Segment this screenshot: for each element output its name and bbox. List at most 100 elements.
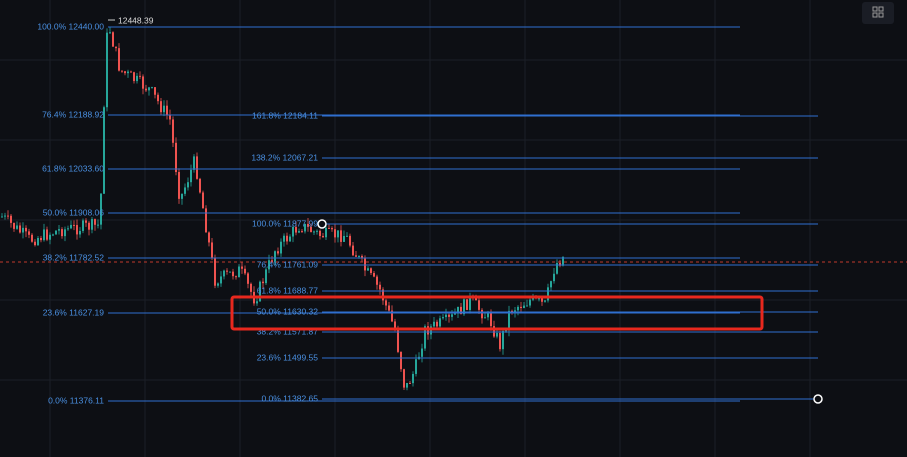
candle-body [22, 227, 24, 233]
fib-label: 161.8% 12184.11 [252, 110, 318, 120]
candle-body [190, 169, 192, 183]
candle-body [19, 225, 21, 233]
candle-body [223, 270, 225, 277]
candle-body [76, 225, 78, 235]
fib-label: 23.6% 11627.19 [43, 307, 105, 317]
candle-body [376, 276, 378, 285]
candle-body [373, 273, 375, 277]
candle-body [322, 235, 324, 238]
candle-body [52, 234, 54, 236]
candle-body [340, 230, 342, 242]
candle-body [124, 71, 126, 74]
candle-body [97, 224, 99, 226]
candle-body [436, 321, 438, 327]
candle-body [406, 382, 408, 388]
fib-label: 138.2% 12067.21 [251, 152, 318, 162]
candle-body [67, 228, 69, 230]
candle-body [184, 187, 186, 194]
candle-body [544, 300, 546, 302]
candle-body [145, 88, 147, 91]
candle-body [487, 312, 489, 318]
candle-body [73, 224, 75, 226]
candle-body [88, 222, 90, 230]
candle-body [331, 228, 333, 230]
candle-body [478, 300, 480, 310]
candle-body [40, 237, 42, 241]
candle-body [202, 192, 204, 209]
candle-body [211, 242, 213, 259]
candle-body [121, 70, 123, 72]
fib-label: 23.6% 11499.55 [257, 352, 319, 362]
candle-body [109, 32, 111, 34]
candle-body [115, 46, 117, 49]
candle-body [400, 351, 402, 370]
candle-body [130, 71, 132, 73]
candle-body [301, 231, 303, 233]
candle-body [37, 237, 39, 246]
candle-body [34, 241, 36, 246]
candle-body [244, 268, 246, 274]
candle-body [205, 208, 207, 233]
candle-body [220, 276, 222, 284]
candle-body [31, 234, 33, 242]
candle-body [496, 332, 498, 337]
candle-body [316, 230, 318, 232]
candle-body [382, 289, 384, 301]
candle-body [112, 32, 114, 47]
candle-body [229, 271, 231, 273]
candle-body [409, 382, 411, 384]
candle-body [238, 266, 240, 278]
candle-body [28, 231, 30, 235]
candle-body [250, 283, 252, 292]
candle-body [334, 229, 336, 238]
fib-label: 100.0% 12440.00 [37, 21, 104, 31]
candle-body [295, 226, 297, 233]
candle-body [463, 299, 465, 315]
candle-body [352, 245, 354, 256]
candle-body [241, 266, 243, 269]
candle-body [118, 48, 120, 71]
candle-body [388, 305, 390, 311]
candle-body [520, 306, 522, 309]
candle-body [343, 235, 345, 242]
candle-body [502, 330, 504, 350]
candle-body [298, 231, 300, 233]
candle-body [508, 310, 510, 331]
layout-button[interactable] [862, 2, 894, 24]
candle-body [181, 193, 183, 199]
fib-label: 38.2% 11571.87 [257, 326, 319, 336]
candle-body [103, 107, 105, 194]
candle-body [313, 231, 315, 233]
candle-body [529, 299, 531, 306]
candle-body [538, 298, 540, 300]
candle-body [169, 115, 171, 120]
candle-body [358, 255, 360, 257]
candle-body [445, 314, 447, 318]
candle-body [421, 348, 423, 357]
candle-body [151, 87, 153, 89]
fib-label: 76.4% 12188.92 [42, 109, 104, 119]
candle-body [361, 255, 363, 259]
candle-body [4, 215, 6, 217]
candle-body [16, 225, 18, 229]
candle-body [193, 156, 195, 170]
candle-body [187, 182, 189, 188]
fib-label: 50.0% 11908.06 [43, 207, 105, 217]
candle-body [442, 317, 444, 319]
candle-body [319, 230, 321, 236]
candle-body [310, 226, 312, 233]
candle-body [94, 219, 96, 225]
candle-body [7, 215, 9, 217]
candle-body [142, 76, 144, 89]
candle-body [61, 229, 63, 237]
candle-body [133, 72, 135, 82]
candle-body [559, 263, 561, 266]
candle-body [55, 230, 57, 235]
candle-body [469, 296, 471, 310]
candle-body [178, 172, 180, 199]
candle-body [247, 273, 249, 284]
candle-body [385, 300, 387, 306]
candle-body [523, 305, 525, 309]
candle-body [49, 234, 51, 240]
